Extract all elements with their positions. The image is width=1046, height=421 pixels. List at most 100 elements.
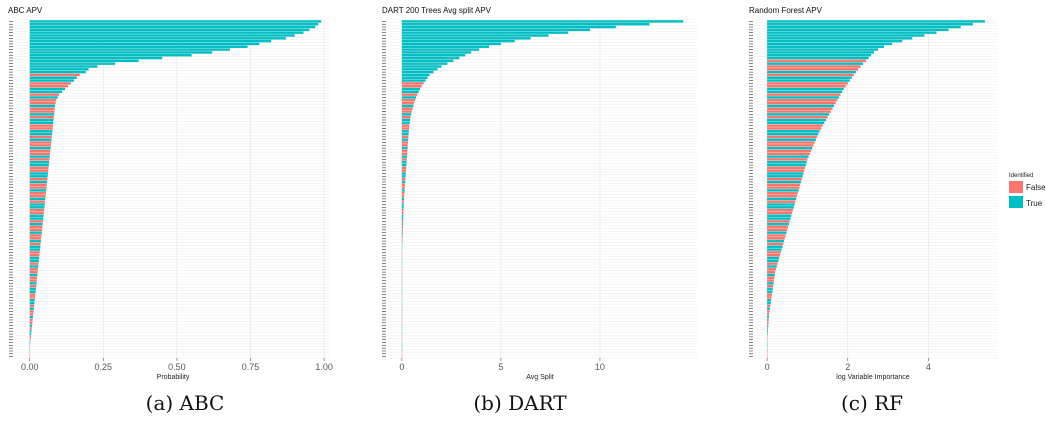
bar-true: [29, 121, 54, 125]
bar-false: [401, 186, 405, 189]
bar-true: [29, 130, 53, 133]
bar-false: [767, 234, 786, 237]
bar-true: [767, 70, 856, 74]
bar-true: [401, 51, 472, 54]
bar-false: [767, 296, 772, 299]
bar-false: [29, 296, 36, 299]
bar-true: [767, 256, 780, 260]
bar-true: [29, 256, 40, 260]
x-tick-label: 0: [399, 362, 404, 372]
bar-true: [767, 206, 794, 209]
bar-false: [29, 135, 52, 139]
bar-true: [401, 42, 501, 46]
x-tick-label: 1.00: [315, 362, 333, 372]
bar-false: [29, 225, 43, 229]
bar-true: [29, 132, 53, 136]
legend-swatch-true: [1009, 196, 1023, 208]
bar-false: [29, 200, 46, 203]
bar-false: [767, 194, 797, 198]
bar-true: [767, 56, 869, 60]
bar-false: [29, 84, 68, 88]
bar-false: [767, 93, 841, 96]
bar-true: [401, 68, 438, 71]
bar-true: [29, 245, 41, 248]
bar-true: [29, 42, 260, 46]
bar-false: [767, 99, 838, 102]
bar-true: [767, 217, 791, 220]
bar-true: [767, 332, 768, 336]
bar-true: [767, 121, 825, 125]
bar-false: [401, 225, 403, 229]
caption: (a) ABC: [146, 391, 225, 415]
bar-false: [401, 220, 404, 223]
bar-false: [767, 262, 778, 265]
bar-false: [29, 276, 38, 279]
bar-true: [401, 175, 406, 178]
bar-false: [29, 237, 42, 240]
bar-true: [29, 172, 48, 175]
bar-false: [767, 211, 793, 215]
bar-false: [29, 208, 45, 212]
bar-false: [401, 158, 407, 161]
x-axis-label: Avg Split: [526, 374, 554, 381]
bar-true: [29, 56, 163, 60]
bar-false: [29, 242, 41, 246]
bar-false: [29, 194, 46, 198]
x-tick-label: 0.25: [95, 362, 113, 372]
bar-false: [29, 127, 53, 130]
x-axis-label: Probability: [157, 374, 190, 381]
bars: [767, 20, 985, 358]
bar-true: [29, 180, 48, 184]
bar-false: [29, 183, 47, 186]
bar-false: [767, 158, 808, 161]
x-tick-label: 4: [926, 362, 931, 372]
plot-area: [388, 19, 697, 359]
bar-true: [401, 206, 404, 209]
bar-true: [767, 290, 773, 294]
bar-false: [29, 313, 34, 316]
bar-true: [401, 23, 650, 26]
bar-true: [401, 172, 406, 175]
bar-true: [401, 146, 408, 150]
bar-false: [29, 318, 33, 322]
bar-true: [29, 307, 34, 310]
bar-true: [767, 299, 772, 302]
bar-true: [29, 90, 63, 94]
bar-true: [29, 163, 49, 167]
bar-false: [29, 158, 50, 161]
bar-true: [29, 290, 36, 294]
bar-false: [29, 234, 42, 237]
bar-true: [767, 96, 839, 99]
bar-true: [401, 130, 409, 133]
bar-false: [767, 177, 802, 181]
bar-false: [401, 127, 409, 130]
bar-true: [29, 330, 32, 333]
bar-false: [401, 192, 405, 195]
bar-true: [767, 20, 985, 23]
bar-false: [401, 234, 403, 237]
bar-true: [767, 138, 816, 141]
bar-false: [767, 313, 770, 316]
bar-true: [29, 161, 50, 164]
bar-true: [401, 73, 430, 77]
bar-true: [767, 273, 775, 277]
bar-true: [401, 25, 616, 29]
bar-false: [29, 262, 39, 265]
bar-false: [29, 284, 37, 288]
bar-true: [29, 79, 74, 82]
bar-true: [29, 68, 89, 71]
bar-true: [767, 87, 844, 91]
bar-false: [767, 220, 790, 223]
bar-false: [767, 115, 828, 119]
bar-true: [767, 39, 903, 43]
bar-true: [767, 155, 809, 158]
bar-false: [29, 166, 49, 170]
bar-true: [401, 34, 549, 37]
bar-false: [767, 110, 831, 113]
x-tick-label: 5: [498, 362, 503, 372]
bar-true: [401, 79, 426, 82]
bar-false: [767, 166, 806, 170]
bar-false: [401, 110, 412, 113]
bar-true: [401, 217, 404, 220]
bar-false: [767, 186, 800, 189]
